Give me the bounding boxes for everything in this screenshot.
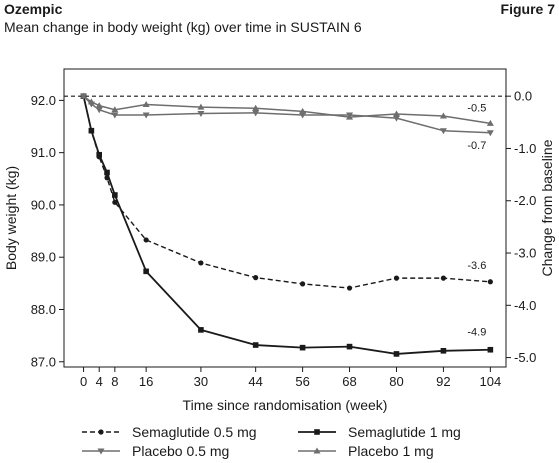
data-point [439, 112, 447, 119]
legend-label: Placebo 1 mg [348, 443, 434, 459]
data-point [197, 110, 205, 117]
data-point [440, 275, 447, 281]
data-point [112, 199, 118, 205]
y2-tick-label: -5.0 [514, 350, 536, 365]
data-point [299, 344, 306, 351]
series-line-1 [82, 95, 491, 355]
x-tick-label: 16 [139, 374, 153, 389]
x-tick-label: 68 [342, 374, 356, 389]
legend-item: Placebo 1 mg [298, 443, 434, 459]
data-point [439, 128, 447, 135]
y-tick-label: 87.0 [31, 354, 56, 369]
data-point [111, 106, 119, 113]
data-point [440, 347, 447, 354]
series-line-3 [83, 95, 491, 125]
data-point [95, 107, 103, 114]
data-point [487, 346, 494, 353]
data-point [300, 281, 306, 287]
data-point [104, 169, 110, 176]
legend-item: Semaglutide 0.5 mg [82, 424, 257, 440]
data-point [142, 112, 150, 119]
x-axis-label: Time since randomisation (week) [183, 397, 388, 413]
legend-label: Semaglutide 1 mg [348, 424, 461, 440]
plot-area: 92.0 91.0 90.0 89.0 88.0 87.0 0.0 -1.0 -2.0 -3.0 -… [3, 68, 555, 413]
plot-frame [63, 68, 507, 368]
data-point [486, 119, 494, 126]
data-point [198, 260, 204, 266]
data-point [112, 192, 118, 198]
y-tick-label: 91.0 [31, 145, 56, 160]
legend-label: Semaglutide 0.5 mg [132, 424, 257, 440]
data-point [143, 237, 149, 243]
data-point [252, 104, 260, 111]
legend-marker [97, 448, 105, 455]
y-tick-label: 88.0 [31, 302, 56, 317]
data-point [253, 275, 259, 281]
y2-tick-label: -1.0 [514, 141, 536, 156]
legend-item: Semaglutide 1 mg [298, 424, 461, 440]
x-tick-label: 92 [436, 374, 450, 389]
data-point [392, 115, 400, 122]
data-label: -4.9 [467, 327, 486, 339]
legend-marker [98, 429, 104, 435]
brand-name: Ozempic [4, 1, 63, 17]
y-tick-label: 89.0 [31, 250, 56, 265]
data-label: -0.5 [467, 102, 486, 114]
figure-label: Figure 7 [500, 1, 555, 17]
data-point [95, 102, 103, 109]
y2-axis-label: Change from baseline [539, 139, 555, 276]
x-tick-label: 8 [111, 374, 118, 389]
data-point [111, 112, 119, 119]
data-point [87, 98, 95, 105]
x-tick-label: 30 [194, 374, 208, 389]
x-tick-label: 80 [389, 374, 403, 389]
legend: Semaglutide 0.5 mg Semaglutide 1 mg Placeb… [82, 424, 461, 459]
legend-item: Placebo 0.5 mg [82, 443, 229, 459]
data-point [88, 127, 95, 134]
x-tick-label: 0 [80, 374, 87, 389]
y-axis-label: Body weight (kg) [3, 166, 19, 270]
x-tick-label: 44 [248, 374, 262, 389]
data-point [346, 285, 353, 291]
y2-tick-label: 0.0 [514, 89, 532, 104]
legend-marker [313, 447, 321, 454]
y-tick-label: 92.0 [31, 93, 56, 108]
legend-marker [314, 429, 320, 435]
data-point [252, 110, 260, 117]
y2-tick-label: -4.0 [514, 298, 536, 313]
x-tick-label: 4 [96, 374, 103, 389]
data-point [487, 279, 493, 285]
y2-tick-label: -2.0 [514, 193, 536, 208]
data-point [142, 101, 150, 108]
data-point [346, 113, 354, 120]
data-point [299, 107, 307, 114]
data-point [96, 151, 103, 158]
chart-title: Mean change in body weight (kg) over tim… [4, 19, 362, 35]
data-point [299, 112, 307, 119]
x-tick-label: 56 [295, 374, 309, 389]
data-point [198, 327, 204, 333]
data-point [197, 103, 205, 110]
x-tick-label: 104 [480, 374, 502, 389]
data-point [252, 342, 259, 348]
legend-label: Placebo 0.5 mg [132, 443, 229, 459]
data-label: -0.7 [467, 140, 486, 152]
data-point [486, 130, 494, 137]
data-label: -3.6 [467, 260, 486, 272]
data-point [143, 268, 149, 275]
series-line-0 [82, 96, 491, 289]
figure-header: Ozempic Figure 7 Mean change in body wei… [4, 0, 555, 40]
data-point [393, 351, 400, 357]
y-tick-label: 90.0 [31, 197, 56, 212]
data-point [392, 110, 400, 117]
data-point [393, 275, 400, 281]
data-point [80, 92, 88, 99]
y2-tick-label: -3.0 [514, 246, 536, 261]
data-point [346, 343, 353, 350]
